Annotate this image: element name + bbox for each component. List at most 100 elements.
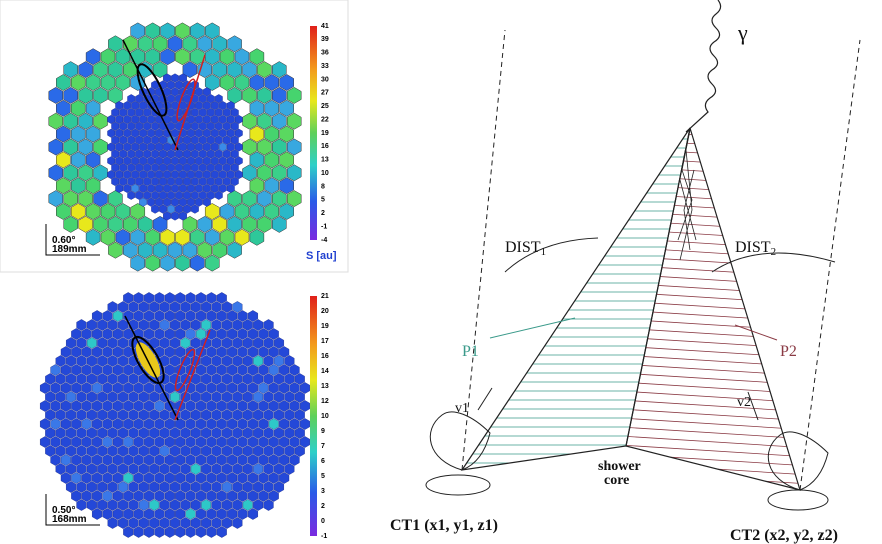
colorbar-tick-label: 5 <box>321 197 325 204</box>
colorbar <box>310 296 317 536</box>
dist2-label: DIST2 <box>735 239 776 258</box>
camera-pixel <box>219 170 226 179</box>
camera-pixel <box>120 177 127 186</box>
camera-pixel <box>195 101 202 110</box>
hatch <box>620 373 810 385</box>
colorbar-tick-label: 6 <box>321 458 325 465</box>
scale-length: 189mm <box>52 244 87 255</box>
ct1-base <box>426 475 490 495</box>
hatch <box>620 193 810 205</box>
camera-pixel <box>116 101 124 110</box>
hatch <box>620 211 810 223</box>
hatch <box>620 274 810 286</box>
colorbar-tick-label: 21 <box>321 293 329 300</box>
colorbar-tick-label: 33 <box>321 63 329 70</box>
camera-pixel <box>203 143 211 152</box>
colorbar-tick-label: 12 <box>321 398 329 405</box>
camera-pixel <box>167 94 174 103</box>
camera-pixel <box>227 143 235 152</box>
colorbar-tick-label: 2 <box>321 210 325 217</box>
camera-pixel <box>135 108 143 117</box>
colorbar-tick-label: 16 <box>321 353 329 360</box>
hatch <box>620 391 810 403</box>
camera-pixel <box>215 94 222 103</box>
camera-pixel <box>139 170 147 179</box>
camera-pixel <box>203 170 211 179</box>
colorbar-tick-label: 9 <box>321 428 325 435</box>
camera-pixel <box>199 108 206 117</box>
ct2-base <box>768 490 828 510</box>
camera-pixel <box>187 170 195 179</box>
camera-pixel <box>183 205 191 214</box>
core-label-2: core <box>604 473 629 488</box>
camera-pixel <box>163 170 171 179</box>
camera-pixel <box>179 143 187 152</box>
colorbar-tick-label: 25 <box>321 103 329 110</box>
shower-tracks <box>678 130 696 260</box>
gamma-label: γ <box>737 20 748 45</box>
camera-pixel <box>199 177 206 186</box>
colorbar-tick-label: 5 <box>321 473 325 480</box>
camera-pixel <box>191 108 198 117</box>
hatch <box>620 292 810 304</box>
hatch <box>620 382 810 394</box>
camera-pixel <box>215 108 222 117</box>
camera-pixel <box>171 74 178 83</box>
camera-pixel <box>131 170 139 179</box>
colorbar-tick-label: -1 <box>321 223 327 230</box>
camera-pixel <box>191 205 198 214</box>
colorbar-tick-label: 0 <box>321 518 325 525</box>
camera-pixel <box>223 108 230 117</box>
hatch <box>620 166 810 178</box>
camera-pixel <box>191 136 198 145</box>
colorbar-tick-label: 8 <box>321 183 325 190</box>
dist1-text: DIST <box>505 239 541 256</box>
camera-pixel <box>171 212 178 221</box>
hatch <box>620 472 810 484</box>
camera-pixel <box>128 177 135 186</box>
camera-pixel <box>143 136 150 145</box>
camera-pixel <box>231 108 239 117</box>
hatch <box>620 301 810 313</box>
camera-pixel <box>175 177 182 186</box>
camera-pixel <box>124 143 131 152</box>
camera-pixel <box>159 136 167 145</box>
camera-pixel <box>131 143 139 152</box>
camera-pixel <box>179 74 187 83</box>
hatch <box>620 130 810 142</box>
camera-pixel <box>179 212 187 221</box>
camera-pixel <box>135 94 143 103</box>
camera-pixel <box>207 94 215 103</box>
camera-pixel <box>207 177 215 186</box>
colorbar-tick-label: 10 <box>321 170 329 177</box>
camera-pixel <box>167 177 174 186</box>
camera-pixel <box>199 136 206 145</box>
camera-pixel <box>135 136 143 145</box>
colorbar-tick-label: 19 <box>321 323 329 330</box>
camera-pixel <box>116 170 124 179</box>
camera-pixel <box>215 177 222 186</box>
camera-pixel <box>203 101 211 110</box>
dist1-label: DIST1 <box>505 239 546 258</box>
camera-pixel <box>227 101 235 110</box>
camera-pixel <box>147 170 154 179</box>
hatch <box>620 454 810 466</box>
camera-pixel <box>159 177 167 186</box>
camera-pixel <box>139 101 147 110</box>
camera-pixel <box>215 136 222 145</box>
camera-pixel <box>159 205 167 214</box>
camera-pixel <box>151 205 158 214</box>
colorbar-tick-label: 13 <box>321 157 329 164</box>
camera-pixel <box>219 143 226 152</box>
camera-pixel <box>211 101 219 110</box>
camera-pixel <box>112 136 120 145</box>
camera-pixel <box>128 136 135 145</box>
camera-pixel <box>199 94 206 103</box>
camera-pixel <box>151 136 158 145</box>
camera-pixel <box>223 177 230 186</box>
plane-p2 <box>626 128 800 490</box>
colorbar-tick-label: 19 <box>321 130 329 137</box>
colorbar-tick-label: -4 <box>321 237 327 244</box>
dist1-sub: 1 <box>541 246 547 258</box>
camera-pixel <box>108 143 116 152</box>
